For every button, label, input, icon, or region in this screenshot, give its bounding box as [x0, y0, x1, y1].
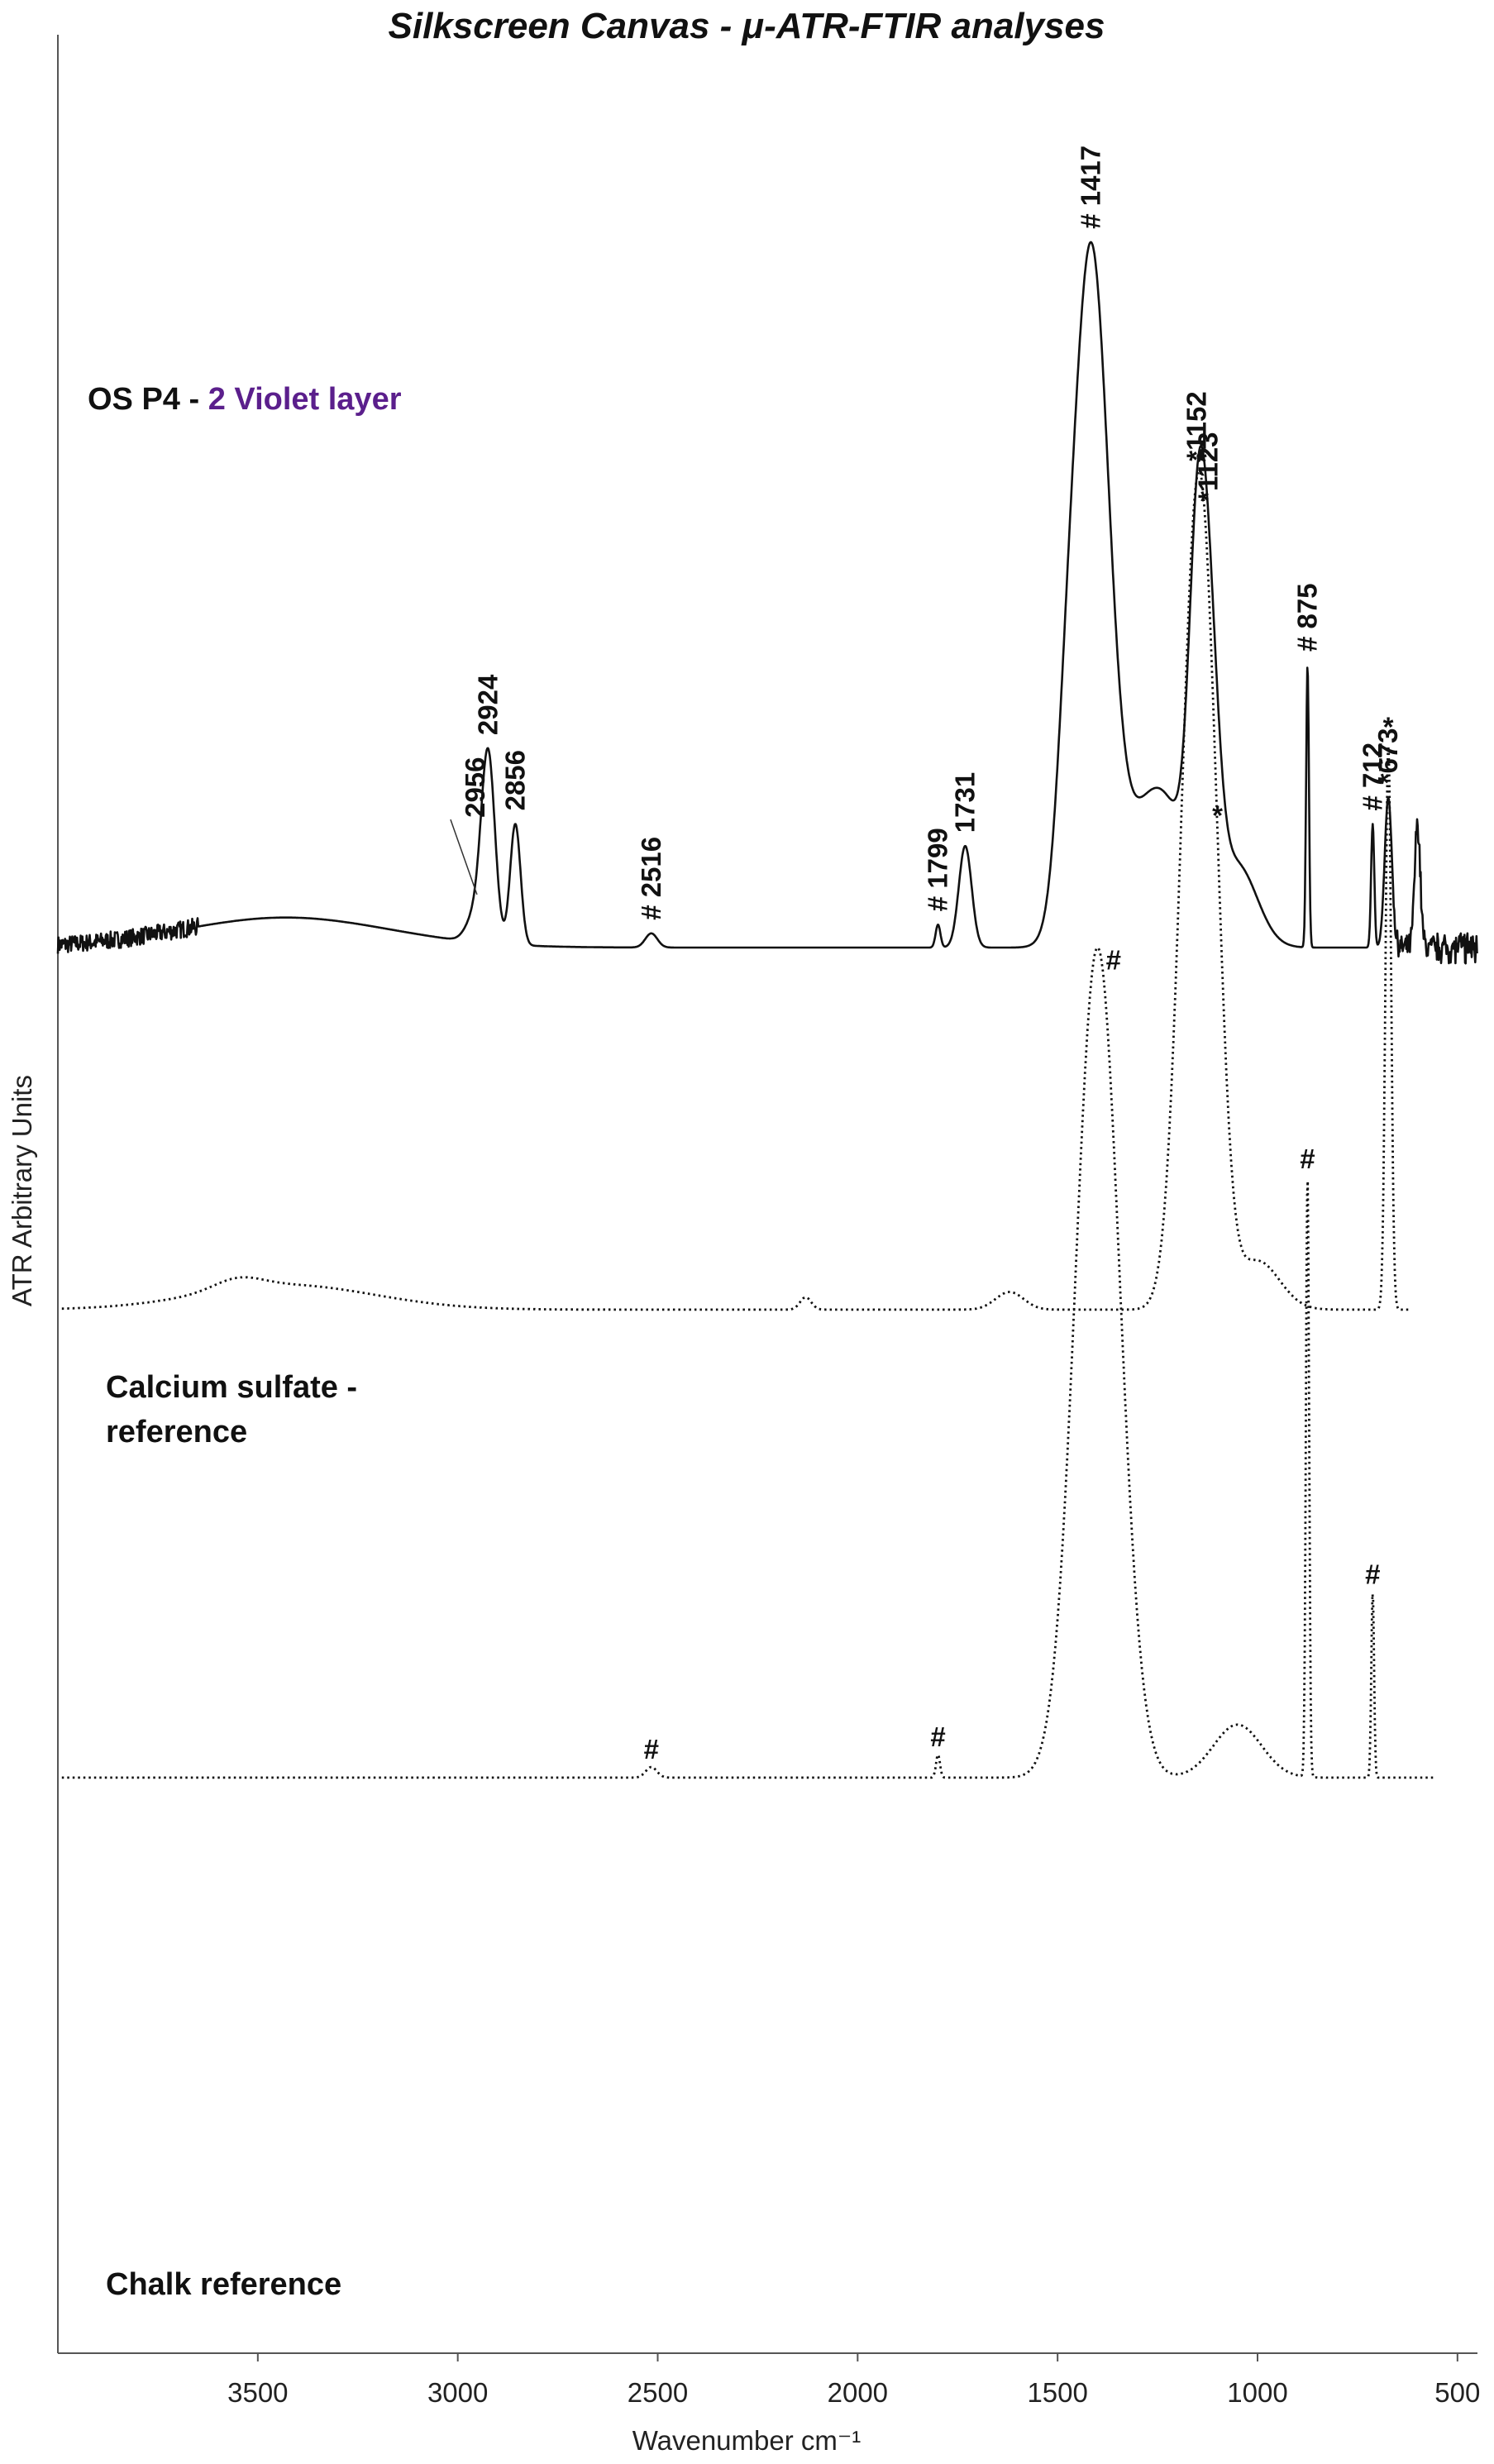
- series-label-1-part-1: OS P4 -: [88, 382, 208, 417]
- series-label-2-line-1: Calcium sulfate -: [106, 1370, 357, 1405]
- x-tick-label: 1500: [1027, 2377, 1087, 2408]
- peak-label-1-7: # 1417: [1075, 146, 1105, 229]
- peak-label-1-5: # 1799: [923, 828, 953, 911]
- peak-label-1-9: *1123: [1193, 432, 1224, 501]
- peak-2956-leader-line: [450, 819, 478, 895]
- x-tick-label: 500: [1434, 2377, 1480, 2408]
- peak-label-1-4: # 2516: [636, 837, 666, 920]
- peak-label-3-2: #: [930, 1721, 945, 1752]
- peak-label-3-5: #: [1365, 1559, 1380, 1590]
- peak-label-1-1: 2956: [460, 757, 490, 817]
- peak-label-2-1: *: [1196, 446, 1207, 477]
- series-label-3: Chalk reference: [106, 2267, 341, 2302]
- series-label-2-line-2: reference: [106, 1415, 247, 1449]
- peak-label-3-4: #: [1300, 1144, 1315, 1174]
- peak-label-1-12: *673: [1372, 728, 1403, 784]
- chart-title: Silkscreen Canvas - μ-ATR-FTIR analyses: [389, 6, 1105, 46]
- x-ticks: 3500 3000 2500 2000 1500 1000 500: [227, 2353, 1480, 2408]
- peak-label-2-3: *: [1383, 711, 1394, 742]
- peak-label-2-2: *: [1212, 800, 1223, 830]
- series-label-1-part-2: 2 Violet layer: [208, 382, 402, 417]
- peak-label-1-8: *1152: [1181, 391, 1212, 461]
- peak-label-1-11: # 712: [1357, 743, 1387, 811]
- peak-label-3-1: #: [644, 1734, 659, 1764]
- y-axis-label: ATR Arbitrary Units: [7, 1075, 37, 1306]
- spectrum-line-1: [56, 241, 1478, 965]
- peak-label-1-3: 2856: [499, 750, 530, 810]
- x-tick-label: 3500: [227, 2377, 288, 2408]
- spectrum-line-2: [61, 470, 1410, 1311]
- peak-label-3-3: #: [1106, 945, 1121, 976]
- peak-label-1-6: 1731: [949, 772, 980, 833]
- series-label-1: OS P4 - 2 Violet layer: [88, 382, 402, 417]
- peak-label-1-2: 2924: [472, 674, 503, 735]
- series-labels: OS P4 - 2 Violet layer Calcium sulfate - r…: [88, 382, 402, 2302]
- peak-label-1-10: # 875: [1291, 583, 1322, 652]
- x-tick-label: 3000: [427, 2377, 488, 2408]
- x-tick-label: 1000: [1227, 2377, 1287, 2408]
- x-axis-label: Wavenumber cm⁻¹: [632, 2425, 862, 2456]
- spectrum-line-3: [61, 946, 1434, 1779]
- x-tick-label: 2500: [628, 2377, 688, 2408]
- series-label-3-part-1: Chalk reference: [106, 2267, 341, 2302]
- x-tick-label: 2000: [828, 2377, 888, 2408]
- spectra-traces: [56, 241, 1478, 1779]
